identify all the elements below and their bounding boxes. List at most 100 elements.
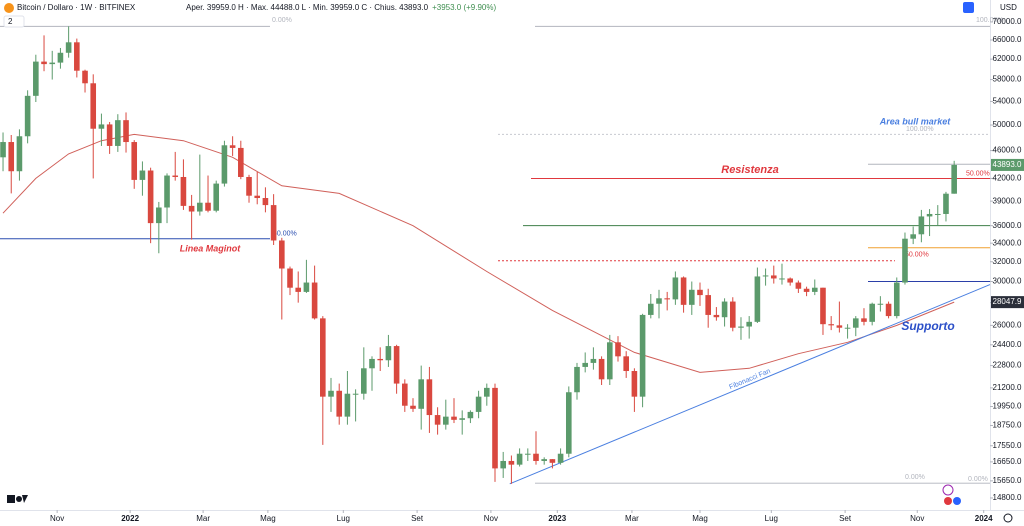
candle-body	[533, 453, 539, 461]
candle-body	[516, 453, 523, 465]
candle-body	[754, 276, 761, 322]
candle-body	[647, 303, 654, 315]
candle-body	[680, 277, 687, 305]
x-tick-label: Mag	[692, 514, 708, 523]
candle-body	[246, 176, 252, 196]
event-icon[interactable]	[942, 484, 954, 496]
candle-body	[836, 325, 843, 328]
plot-area: 0.00% 100.00% 100.00% 50.00% 50.00% 50.00% 0.0…	[0, 17, 1004, 485]
candle-body	[598, 358, 605, 380]
candle-body	[0, 142, 6, 158]
indicator-toggle[interactable]	[3, 15, 25, 28]
x-tick-label: Lug	[765, 514, 778, 523]
candle-body	[943, 193, 949, 214]
flag-icon[interactable]	[953, 497, 961, 505]
candle-body	[582, 362, 588, 367]
candle-body	[574, 366, 580, 393]
candle-body	[475, 396, 482, 412]
ohlc-values: Aper. 39959.0 H · Max. 44488.0 L · Min. …	[186, 3, 429, 12]
candle-body	[524, 453, 531, 455]
x-tick-label: Mar	[625, 514, 639, 523]
y-tick-label: 15650.0	[993, 476, 1022, 485]
candle-body	[221, 145, 228, 184]
candle-body	[623, 356, 629, 372]
candle-body	[746, 321, 752, 327]
candle-body	[106, 124, 113, 146]
candle-body	[549, 459, 556, 463]
level-label: 0.00%	[272, 17, 292, 24]
symbol-title[interactable]: Bitcoin / Dollaro · 1W · BITFINEX	[17, 3, 136, 12]
candle-body	[270, 205, 277, 241]
price-change: +3953.0 (+9.90%)	[432, 3, 496, 12]
candle-body	[24, 95, 31, 137]
candle-body	[377, 358, 384, 361]
candle-body	[934, 213, 941, 215]
candle-body	[402, 383, 408, 406]
gear-icon[interactable]	[1003, 513, 1013, 523]
level-label: 0.00%	[905, 474, 925, 481]
candle-body	[82, 70, 88, 84]
candle-body	[213, 183, 220, 211]
candle-body	[49, 62, 56, 65]
y-tick-label: 46000.0	[993, 146, 1022, 155]
x-tick-label: Mag	[260, 514, 276, 523]
settings-icon[interactable]	[963, 2, 974, 13]
candle-body	[918, 216, 925, 235]
y-tick-label: 14800.0	[993, 493, 1022, 502]
candle-body	[705, 295, 711, 315]
candle-body	[500, 460, 506, 469]
candle-body	[951, 164, 957, 194]
flag-icon[interactable]	[944, 497, 952, 505]
candle-body	[139, 170, 146, 180]
candle-body	[418, 379, 425, 409]
candle-body	[336, 390, 343, 417]
x-tick-label: Nov	[484, 514, 498, 523]
candle-body	[229, 145, 236, 148]
indicator-count: 2	[8, 17, 13, 26]
candle-body	[459, 418, 466, 420]
candle-body	[467, 411, 474, 419]
candle-body	[320, 318, 326, 397]
currency-label[interactable]: USD	[1000, 3, 1017, 12]
candle-body	[828, 324, 834, 326]
y-tick-label: 17550.0	[993, 441, 1022, 450]
y-tick-label: 30000.0	[993, 277, 1022, 286]
level-label: 0.00%	[968, 476, 988, 483]
candle-body	[877, 303, 884, 305]
candle-body	[303, 282, 310, 292]
candle-body	[188, 205, 195, 212]
candle-body	[115, 120, 121, 146]
candle-body	[443, 416, 449, 425]
candle-body	[713, 314, 720, 318]
last-price-box	[991, 158, 1024, 171]
candle-body	[41, 61, 47, 65]
candle-body	[590, 358, 597, 363]
candle-body	[688, 289, 695, 305]
candle-body	[156, 207, 162, 224]
candle-body	[287, 268, 293, 288]
candle-body	[541, 459, 547, 461]
candle-body	[344, 393, 351, 417]
candle-body	[197, 202, 203, 212]
candle-body	[779, 278, 785, 280]
candle-body	[279, 240, 285, 269]
y-tick-label: 19950.0	[993, 402, 1022, 411]
x-tick-label: Lug	[337, 514, 350, 523]
fibonacci-fan	[509, 284, 991, 485]
candle-body	[557, 453, 564, 463]
candle-body	[65, 42, 72, 53]
candle-body	[311, 282, 318, 319]
candle-body	[852, 318, 859, 328]
x-tick-label: 2023	[548, 514, 566, 523]
y-tick-label: 58000.0	[993, 75, 1022, 84]
candle-body	[16, 136, 23, 172]
last-price-label: 43893.0	[993, 160, 1022, 169]
candle-body	[639, 314, 646, 397]
candle-body	[426, 379, 433, 416]
candle-body	[369, 358, 375, 369]
tradingview-logo	[7, 495, 28, 503]
candle-body	[90, 83, 97, 129]
level-label: 50.00%	[273, 231, 297, 238]
